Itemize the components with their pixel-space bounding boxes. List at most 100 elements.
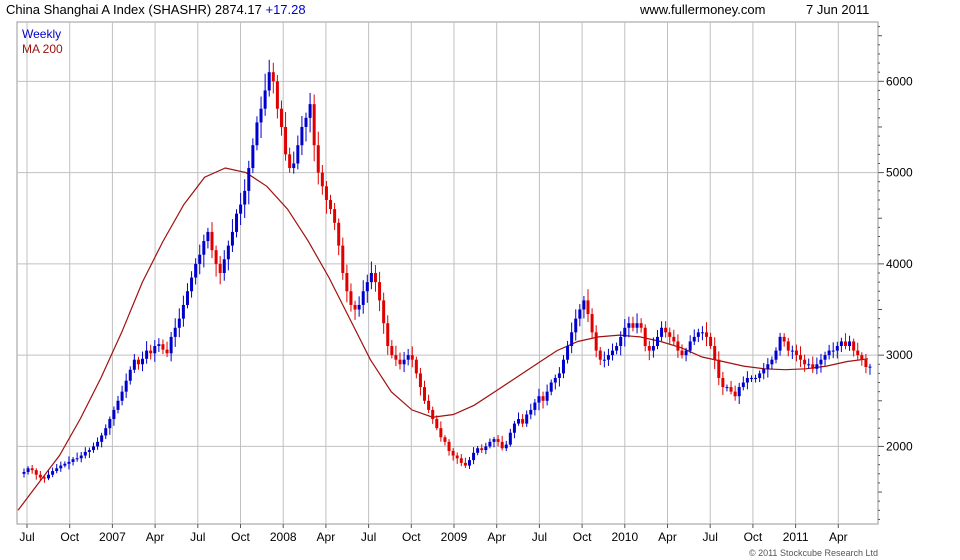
candle-body xyxy=(848,341,852,347)
candle-body xyxy=(59,465,63,469)
candle-body xyxy=(91,446,95,451)
candle-body xyxy=(337,222,341,246)
x-tick-label: Apr xyxy=(487,530,506,544)
x-tick-label: 2009 xyxy=(441,530,468,544)
candle-body xyxy=(34,470,38,475)
candle-body xyxy=(557,373,561,378)
x-tick-label: Jul xyxy=(190,530,205,544)
site-link[interactable]: www.fullermoney.com xyxy=(640,2,766,17)
chart-header: China Shanghai A Index (SHASHR) 2874.17 … xyxy=(6,2,306,17)
candle-body xyxy=(811,364,815,369)
y-tick-label: 6000 xyxy=(886,74,913,88)
candle-body xyxy=(153,346,157,354)
candle-body xyxy=(680,350,684,356)
candle-body xyxy=(324,186,328,200)
x-tick-label: Oct xyxy=(60,530,79,544)
x-tick-label: Jul xyxy=(532,530,547,544)
candle-body xyxy=(676,341,680,351)
candle-body xyxy=(443,437,447,442)
candle-body xyxy=(578,309,582,319)
candle-body xyxy=(345,273,349,292)
x-tick-label: Jul xyxy=(361,530,376,544)
plot-area xyxy=(16,21,879,525)
candle-body xyxy=(533,402,537,410)
candle-body xyxy=(435,419,439,429)
candle-body xyxy=(476,448,480,453)
candle-body xyxy=(55,468,59,472)
candle-body xyxy=(67,461,71,464)
candle-body xyxy=(488,441,492,447)
candle-body xyxy=(639,323,643,328)
candle-body xyxy=(651,346,655,351)
last-value: 2874.17 xyxy=(214,2,262,17)
candle-body xyxy=(492,439,496,442)
candle-body xyxy=(537,396,541,403)
candle-body xyxy=(284,126,288,155)
candle-body xyxy=(104,428,108,436)
candle-body xyxy=(843,341,847,347)
candle-body xyxy=(762,368,766,374)
candle-body xyxy=(190,277,194,292)
candle-body xyxy=(574,318,578,333)
candle-body xyxy=(47,474,51,479)
candle-body xyxy=(63,463,67,466)
candle-body xyxy=(427,400,431,410)
candle-body xyxy=(672,336,676,342)
candle-body xyxy=(239,204,243,214)
candle-body xyxy=(292,163,296,169)
candle-body xyxy=(668,332,672,337)
candle-body xyxy=(529,409,533,415)
candle-body xyxy=(79,455,83,459)
x-tick-label: Apr xyxy=(146,530,165,544)
candle-body xyxy=(251,145,255,169)
candle-body xyxy=(586,300,590,315)
candle-body xyxy=(333,209,337,223)
candle-body xyxy=(185,291,189,305)
candle-body xyxy=(758,373,762,378)
x-tick-label: Oct xyxy=(402,530,421,544)
x-tick-label: 2010 xyxy=(611,530,638,544)
y-axis: 2000 3000 4000 5000 6000 xyxy=(878,26,913,520)
candle-body xyxy=(598,350,602,360)
candle-body xyxy=(790,350,794,352)
candle-body xyxy=(619,336,623,347)
x-tick-label: Oct xyxy=(231,530,250,544)
candle-body xyxy=(279,108,283,127)
index-title: China Shanghai A Index (SHASHR) xyxy=(6,2,212,17)
candle-body xyxy=(815,364,819,369)
candle-body xyxy=(226,245,230,260)
candle-body xyxy=(590,314,594,333)
candle-body xyxy=(692,336,696,342)
y-tick-label: 3000 xyxy=(886,348,913,362)
candle-body xyxy=(860,355,864,360)
candle-body xyxy=(255,122,259,146)
candle-body xyxy=(414,359,418,374)
candle-body xyxy=(423,387,427,401)
candle-body xyxy=(713,346,717,360)
candle-body xyxy=(26,468,30,472)
candle-body xyxy=(30,468,34,471)
candle-body xyxy=(508,432,512,445)
candle-body xyxy=(108,419,112,429)
candle-body xyxy=(496,439,500,442)
candle-body xyxy=(263,90,267,109)
candle-body xyxy=(418,373,422,388)
legend-ma200: MA 200 xyxy=(22,42,63,56)
candle-body xyxy=(353,304,357,310)
candle-body xyxy=(561,359,565,374)
candle-body xyxy=(210,231,214,251)
candle-body xyxy=(459,458,463,463)
candle-body xyxy=(83,451,87,456)
candle-body xyxy=(484,446,488,451)
candle-body xyxy=(390,346,394,356)
x-axis: Jul Oct 2007 Apr Jul Oct 2008 Apr Jul Oct 2009 Apr J… xyxy=(19,524,848,544)
candle-body xyxy=(831,350,835,352)
candle-body xyxy=(206,231,210,242)
candle-body xyxy=(705,332,709,337)
candle-body xyxy=(549,382,553,392)
candle-body xyxy=(431,409,435,420)
candle-body xyxy=(308,104,312,118)
candle-body xyxy=(394,355,398,360)
y-tick-label: 2000 xyxy=(886,439,913,453)
candle-body xyxy=(75,458,79,460)
